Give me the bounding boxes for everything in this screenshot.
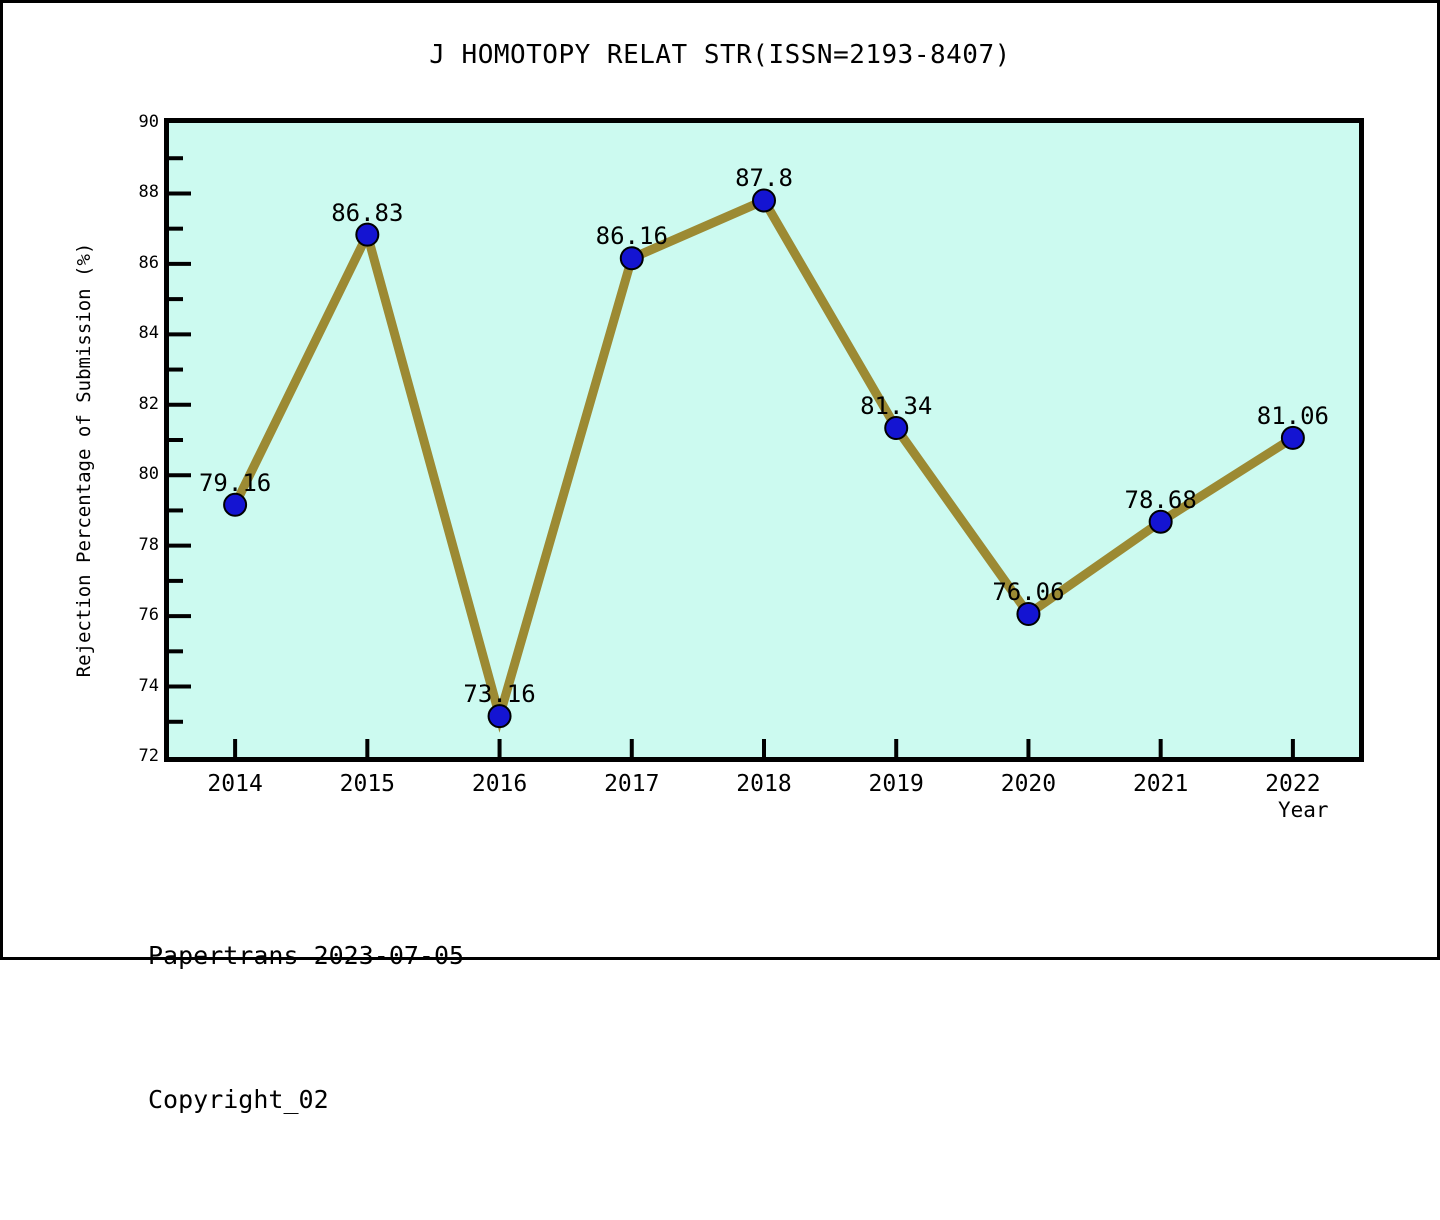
line-chart-svg <box>169 156 1305 757</box>
data-line <box>231 194 1296 733</box>
x-axis-tick-label: 2018 <box>736 771 792 797</box>
y-axis-tick-label: 80 <box>138 464 159 485</box>
data-markers <box>223 188 1305 729</box>
data-point-marker <box>752 188 776 213</box>
data-point-marker <box>355 222 380 247</box>
x-axis-tick-label: 2021 <box>1132 771 1189 797</box>
y-axis-tick-label: 76 <box>138 605 159 626</box>
data-point-label: 78.68 <box>1124 485 1197 514</box>
x-axis-tick-label: 2014 <box>207 771 263 797</box>
x-axis-tick-label: 2016 <box>471 771 528 797</box>
footer-line-source: Papertrans 2023-07-05 <box>148 941 465 970</box>
x-axis-title: Year <box>1278 798 1329 822</box>
y-axis-tick-label: 74 <box>138 675 159 696</box>
data-point-label: 86.83 <box>331 198 404 227</box>
x-axis-tick-label: 2019 <box>868 771 924 797</box>
y-axis-title: Rejection Percentage of Submission (%) <box>58 140 95 780</box>
data-point-marker <box>487 704 512 729</box>
data-point-label: 81.06 <box>1256 401 1329 430</box>
y-axis-tick-label: 72 <box>138 746 159 766</box>
page-title: J HOMOTOPY RELAT STR(ISSN=2193-8407) <box>429 40 1011 70</box>
axis-ticks <box>169 156 1295 757</box>
y-axis-title-text: Rejection Percentage of Submission (%) <box>73 242 95 678</box>
plot-inner <box>169 123 1359 757</box>
chart-page: J HOMOTOPY RELAT STR(ISSN=2193-8407) Rej… <box>0 0 1440 1114</box>
data-point-label: 87.8 <box>735 164 793 193</box>
data-point-marker <box>1016 602 1041 626</box>
data-point-label: 73.16 <box>463 680 536 709</box>
plot-area <box>164 118 1364 762</box>
x-axis-tick-label: 2022 <box>1265 771 1321 797</box>
data-point-marker <box>223 492 248 517</box>
data-point-label: 76.06 <box>992 577 1065 606</box>
y-axis-tick-label: 90 <box>138 112 159 132</box>
data-point-marker <box>619 246 644 271</box>
y-axis-tick-label: 78 <box>138 534 159 555</box>
x-axis-tick-label: 2020 <box>1000 771 1057 797</box>
data-point-marker <box>884 416 909 441</box>
x-axis-tick-label: 2015 <box>339 771 396 797</box>
y-axis-tick-label: 82 <box>138 393 159 414</box>
footer-line-copyright: Copyright_02 <box>148 1085 329 1114</box>
data-point-label: 81.34 <box>860 392 933 421</box>
footer: Papertrans 2023-07-05 Copyright_02 <box>148 836 464 1220</box>
x-axis-tick-label: 2017 <box>604 771 660 797</box>
data-point-label: 86.16 <box>595 222 668 251</box>
y-axis-tick-label: 88 <box>138 182 159 203</box>
y-axis-tick-label: 86 <box>138 252 159 273</box>
data-point-label: 79.16 <box>198 468 272 497</box>
y-axis-tick-label: 84 <box>138 323 159 344</box>
data-point-marker <box>1148 509 1173 534</box>
data-point-marker <box>1280 425 1305 450</box>
